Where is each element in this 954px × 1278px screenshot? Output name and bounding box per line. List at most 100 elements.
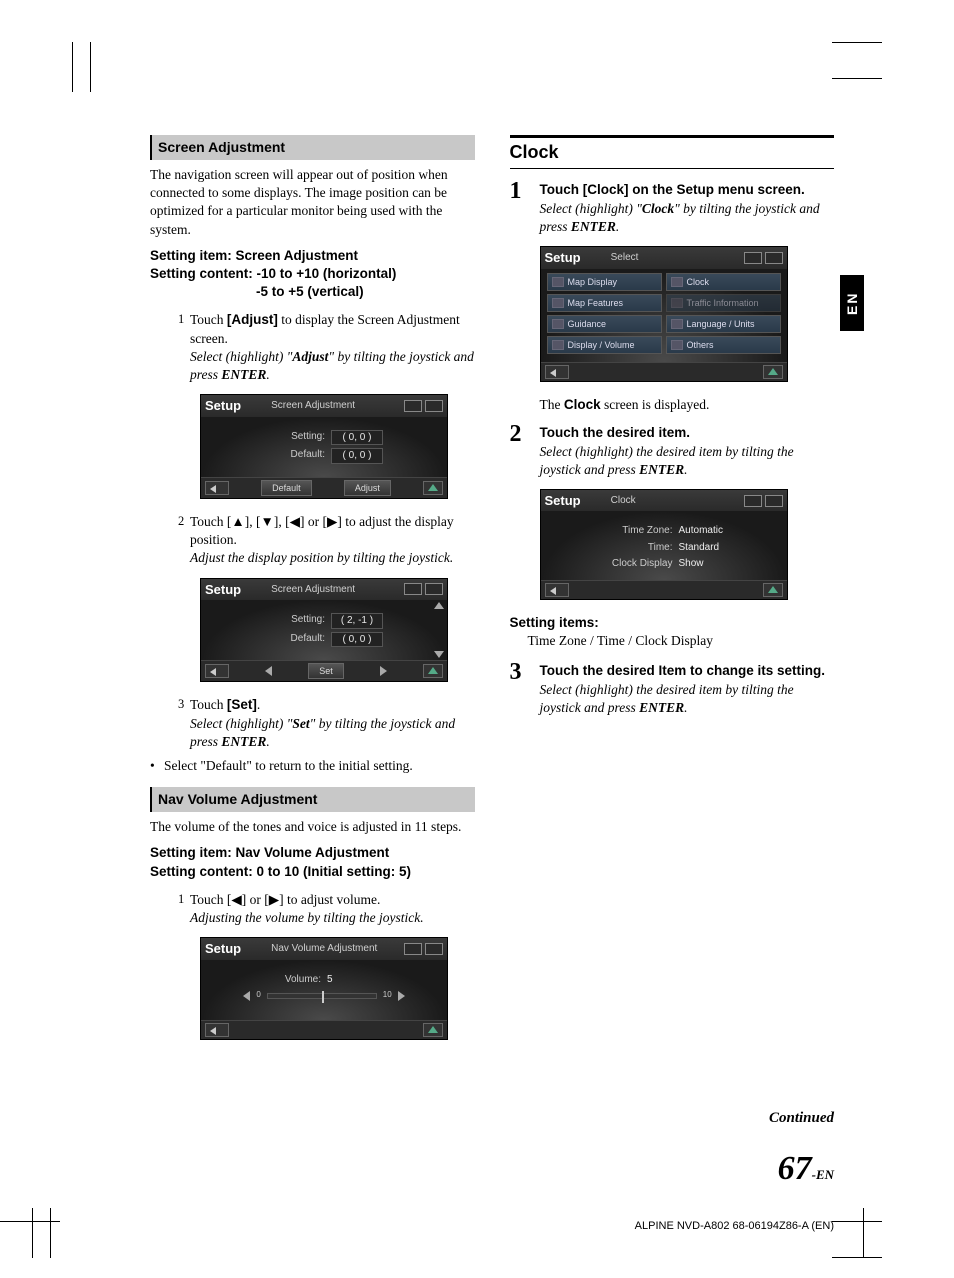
screenshot-screen-adj-2: Setup Screen Adjustment Setting:( 2, -1 … <box>200 578 448 683</box>
set-button: Set <box>308 663 344 679</box>
view-icon <box>404 943 422 955</box>
menu-col-right: Clock Traffic Information Language / Uni… <box>666 273 781 355</box>
home-icon <box>423 664 443 678</box>
menu-item: Map Display <box>547 273 662 291</box>
home-icon <box>423 481 443 495</box>
step-italic: Select (highlight) "Clock" by tilting th… <box>540 200 835 236</box>
clock-screen-displayed: The Clock screen is displayed. <box>540 396 835 414</box>
screenshot-nav-volume: Setup Nav Volume Adjustment Volume:5 0 1… <box>200 937 448 1040</box>
screenshot-screen-adj-1: Setup Screen Adjustment Setting:( 0, 0 )… <box>200 394 448 499</box>
crop-mark <box>832 1257 882 1258</box>
menu-label: Guidance <box>568 318 607 330</box>
bullet-icon: • <box>150 757 164 775</box>
screen-adj-settings: Setting item: Screen Adjustment Setting … <box>150 247 475 302</box>
page-number: 67-EN <box>778 1150 834 1188</box>
home-icon <box>763 365 783 379</box>
step-italic: Select (highlight) "Set" by tilting the … <box>190 715 475 751</box>
screen-adj-step-3: 3 Touch [Set]. Select (highlight) "Set" … <box>178 696 475 751</box>
default-button: Default <box>261 480 312 496</box>
crop-mark <box>863 1208 864 1258</box>
adjust-button: Adjust <box>344 480 391 496</box>
menu-icon <box>671 277 683 287</box>
screenshot-bottombar <box>541 580 787 599</box>
nav-vol-settings: Setting item: Nav Volume Adjustment Sett… <box>150 844 475 880</box>
screenshot-titlebar: Setup Nav Volume Adjustment <box>201 938 447 960</box>
kv-key: Default: <box>265 632 325 648</box>
kv-row: Time: Standard <box>549 541 779 555</box>
crop-mark <box>90 42 91 92</box>
screenshot-titlebar: Setup Select <box>541 247 787 269</box>
step-number: 3 <box>510 660 530 684</box>
screenshot-subtitle: Screen Adjustment <box>271 399 404 413</box>
menu-label: Language / Units <box>687 318 755 330</box>
nav-vol-intro: The volume of the tones and voice is adj… <box>150 818 475 836</box>
clock-step-2: 2 Touch the desired item. Select (highli… <box>510 422 835 479</box>
step-body: Touch [Adjust] to display the Screen Adj… <box>190 311 475 384</box>
kv-value: Standard <box>679 541 739 555</box>
back-icon <box>205 1023 229 1037</box>
left-arrow-icon <box>243 991 250 1001</box>
menu-icon <box>671 298 683 308</box>
page: EN Screen Adjustment The navigation scre… <box>0 0 954 1278</box>
setting-items-text: Time Zone / Time / Clock Display <box>528 632 835 650</box>
down-arrow-icon <box>434 651 444 658</box>
right-column: Clock 1 Touch [Clock] on the Setup menu … <box>510 135 835 1158</box>
screen-adj-step-2: 2 Touch [▲], [▼], [◀] or [▶] to adjust t… <box>178 513 475 568</box>
screenshot-body: Setting:( 2, -1 ) Default:( 0, 0 ) <box>201 600 447 660</box>
menu-icon <box>671 319 683 329</box>
menu-icon <box>552 340 564 350</box>
screenshot-subtitle: Screen Adjustment <box>271 583 404 597</box>
step-body: Touch [▲], [▼], [◀] or [▶] to adjust the… <box>190 513 475 568</box>
kv-key: Time: <box>589 541 673 555</box>
kv-value: Automatic <box>679 524 739 538</box>
kv-row: Default: ( 0, 0 ) <box>209 632 439 648</box>
slider-min: 0 <box>256 990 260 1001</box>
menu-label: Others <box>687 339 714 351</box>
section-header-screen-adjustment: Screen Adjustment <box>150 135 475 160</box>
setting-content-line: Setting content: 0 to 10 (Initial settin… <box>150 863 475 881</box>
step-body: Touch the desired item. Select (highligh… <box>540 422 835 479</box>
kv-row: Default:( 0, 0 ) <box>209 448 439 464</box>
screen-adj-intro: The navigation screen will appear out of… <box>150 166 475 239</box>
screenshot-bottombar <box>541 362 787 381</box>
section-header-nav-volume: Nav Volume Adjustment <box>150 787 475 812</box>
step-number: 2 <box>510 422 530 446</box>
step-italic: Select (highlight) the desired item by t… <box>540 443 835 479</box>
home-icon <box>423 1023 443 1037</box>
menu-label: Traffic Information <box>687 297 759 309</box>
screenshot-body: Time Zone:Automatic Time: Standard Clock … <box>541 511 787 580</box>
screenshot-title: Setup <box>205 397 241 415</box>
step-number: 1 <box>510 179 530 203</box>
back-icon <box>545 583 569 597</box>
kv-value: ( 0, 0 ) <box>331 430 383 446</box>
text: Touch <box>190 312 227 327</box>
step-body: Touch [Clock] on the Setup menu screen. … <box>540 179 835 236</box>
step-body: Touch the desired Item to change its set… <box>540 660 835 717</box>
menu-col-left: Map Display Map Features Guidance Displa… <box>547 273 662 355</box>
step-italic: Select (highlight) "Adjust" by tilting t… <box>190 348 475 384</box>
slider-max: 10 <box>383 990 392 1001</box>
screenshot-bottombar: Set <box>201 660 447 681</box>
slider-track <box>267 993 377 999</box>
kv-value: ( 0, 0 ) <box>331 632 383 648</box>
kv-row: Clock DisplayShow <box>549 557 779 571</box>
grid-icon <box>425 400 443 412</box>
setting-item-line: Setting item: Screen Adjustment <box>150 247 475 265</box>
setting-item-line: Setting item: Nav Volume Adjustment <box>150 844 475 862</box>
screenshot-clock: Setup Clock Time Zone:Automatic Time:Sta… <box>540 489 788 600</box>
step-body: Touch [Set]. Select (highlight) "Set" by… <box>190 696 475 751</box>
back-icon <box>545 365 569 379</box>
kv-key: Default: <box>265 448 325 464</box>
setting-content-line-1: Setting content: -10 to +10 (horizontal) <box>150 265 475 283</box>
screenshot-body: Setting:( 0, 0 ) Default:( 0, 0 ) <box>201 417 447 477</box>
back-icon <box>205 664 229 678</box>
right-arrow-icon <box>380 666 387 676</box>
up-arrow-icon <box>434 602 444 609</box>
kv-row: Time Zone:Automatic <box>549 524 779 538</box>
text: Touch [◀] or [▶] to adjust volume. <box>190 892 380 907</box>
view-icon <box>404 583 422 595</box>
menu-item: Language / Units <box>666 315 781 333</box>
menu-label: Clock <box>687 276 710 288</box>
nav-vol-step-1: 1 Touch [◀] or [▶] to adjust volume. Adj… <box>178 891 475 927</box>
menu-item: Display / Volume <box>547 336 662 354</box>
